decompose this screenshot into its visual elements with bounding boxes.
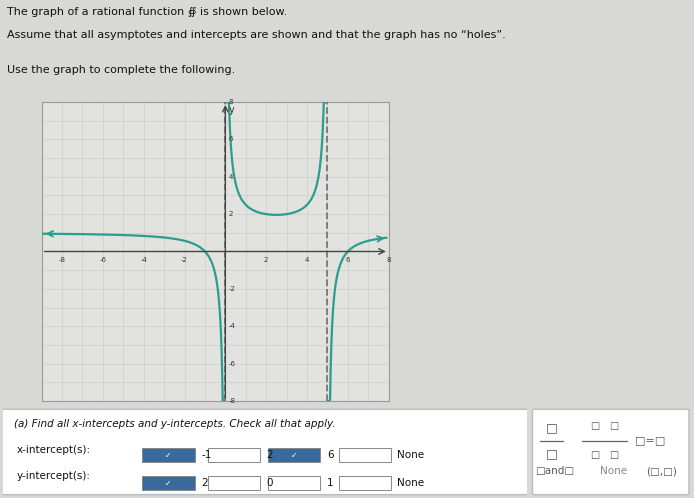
Text: (□,□): (□,□) bbox=[646, 466, 677, 476]
Text: □: □ bbox=[609, 421, 618, 431]
Text: □: □ bbox=[590, 421, 600, 431]
Text: 2: 2 bbox=[228, 211, 232, 217]
Text: None: None bbox=[398, 478, 425, 489]
Text: -8: -8 bbox=[228, 398, 235, 404]
Bar bbox=[268, 448, 321, 462]
Text: (a) Find all x-intercepts and y-intercepts. Check all that apply.: (a) Find all x-intercepts and y-intercep… bbox=[14, 419, 336, 429]
Text: 6: 6 bbox=[327, 450, 333, 461]
Text: 6: 6 bbox=[346, 257, 350, 263]
Text: 2: 2 bbox=[201, 478, 208, 489]
Bar bbox=[339, 448, 391, 462]
Text: □: □ bbox=[545, 421, 557, 434]
Bar bbox=[339, 476, 391, 490]
Text: x-intercept(s):: x-intercept(s): bbox=[17, 445, 91, 455]
Text: □and□: □and□ bbox=[535, 466, 575, 476]
Bar bbox=[142, 476, 195, 490]
Bar bbox=[268, 476, 321, 490]
Text: None: None bbox=[600, 466, 627, 476]
FancyBboxPatch shape bbox=[532, 409, 689, 495]
Text: ✓: ✓ bbox=[291, 451, 298, 460]
Text: -4: -4 bbox=[140, 257, 147, 263]
Text: 0: 0 bbox=[266, 478, 273, 489]
FancyBboxPatch shape bbox=[1, 409, 530, 495]
Text: ✓: ✓ bbox=[165, 479, 171, 488]
Text: 1: 1 bbox=[327, 478, 333, 489]
Text: □: □ bbox=[590, 450, 600, 461]
Text: 4: 4 bbox=[228, 174, 232, 180]
Text: -4: -4 bbox=[228, 323, 235, 329]
Text: □: □ bbox=[609, 450, 618, 461]
Text: □: □ bbox=[545, 447, 557, 460]
Text: y: y bbox=[229, 105, 235, 115]
Text: -2: -2 bbox=[228, 286, 235, 292]
Text: -2: -2 bbox=[181, 257, 188, 263]
Text: Assume that all asymptotes and intercepts are shown and that the graph has no “h: Assume that all asymptotes and intercept… bbox=[7, 30, 506, 40]
Text: 8: 8 bbox=[387, 257, 391, 263]
Text: -8: -8 bbox=[58, 257, 65, 263]
Text: -1: -1 bbox=[201, 450, 212, 461]
Bar bbox=[208, 448, 260, 462]
Text: The graph of a rational function ∯ is shown below.: The graph of a rational function ∯ is sh… bbox=[7, 7, 287, 17]
Bar bbox=[208, 476, 260, 490]
Text: None: None bbox=[398, 450, 425, 461]
Bar bbox=[142, 448, 195, 462]
Text: y-intercept(s):: y-intercept(s): bbox=[17, 471, 91, 482]
Text: -6: -6 bbox=[99, 257, 106, 263]
Text: 2: 2 bbox=[264, 257, 269, 263]
Text: □=□: □=□ bbox=[636, 436, 666, 446]
Text: Use the graph to complete the following.: Use the graph to complete the following. bbox=[7, 65, 235, 75]
Text: 2: 2 bbox=[266, 450, 273, 461]
Text: 6: 6 bbox=[228, 136, 233, 142]
Text: 4: 4 bbox=[305, 257, 310, 263]
Text: ✓: ✓ bbox=[165, 451, 171, 460]
Text: -6: -6 bbox=[228, 361, 235, 367]
Text: 8: 8 bbox=[228, 99, 233, 105]
